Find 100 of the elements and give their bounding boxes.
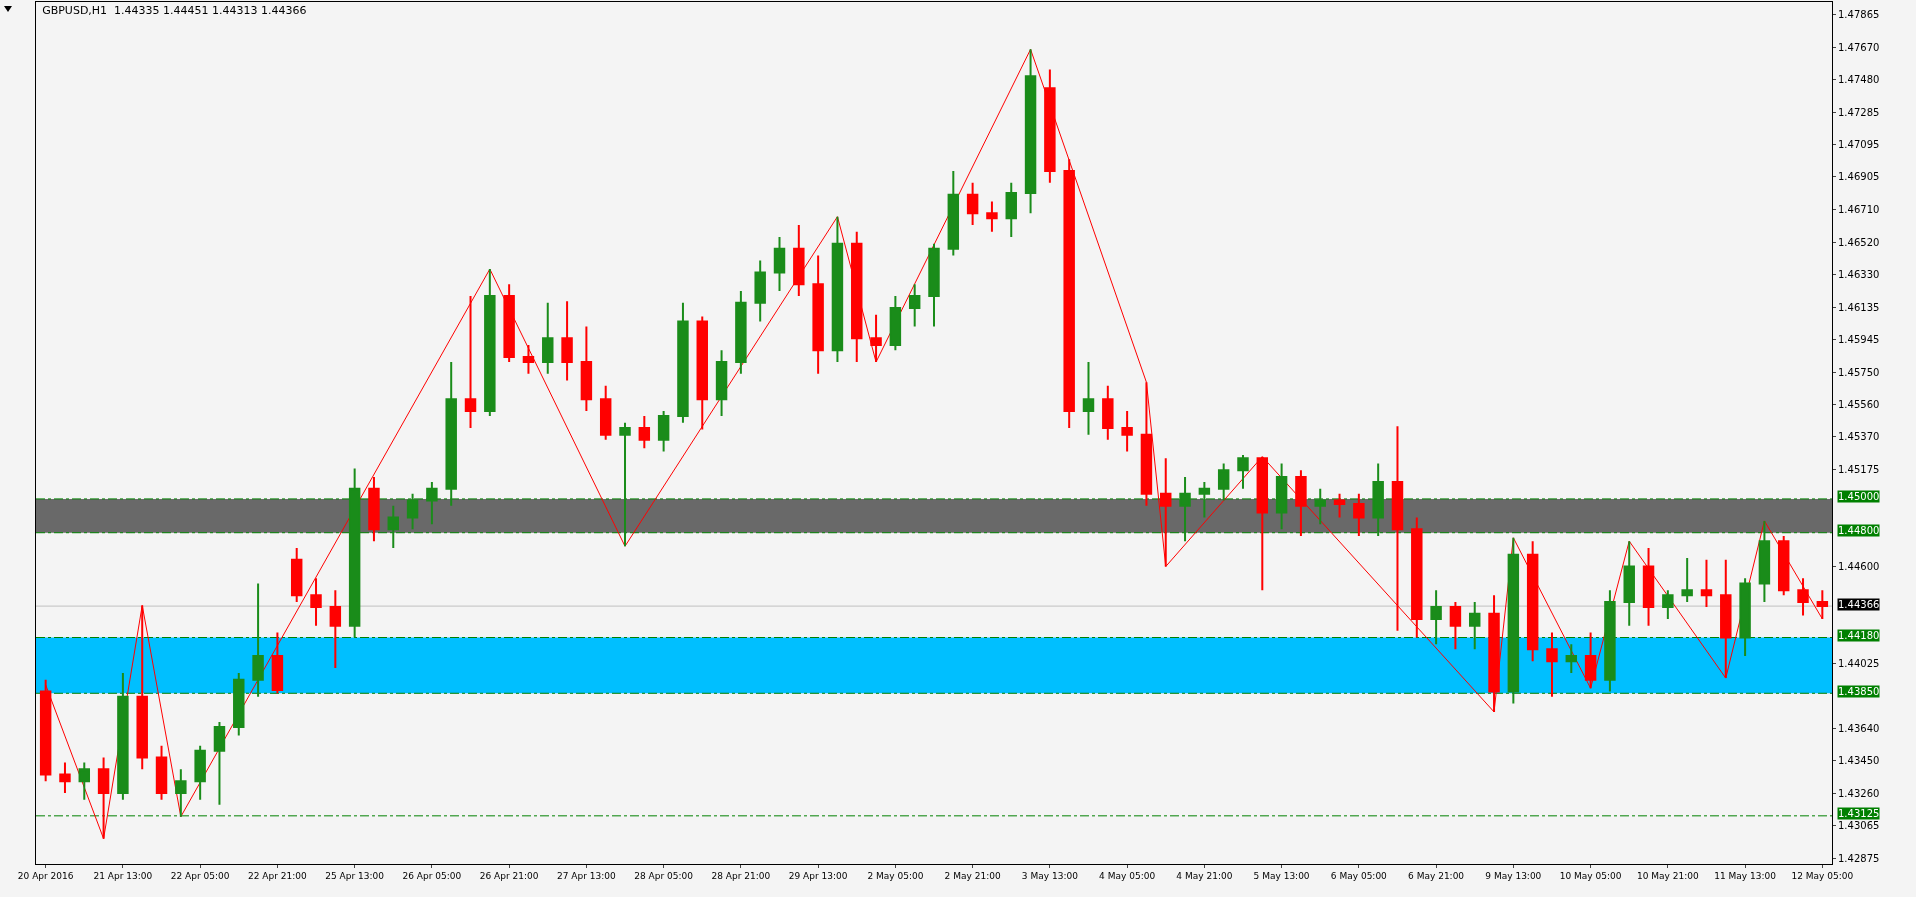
candlestick	[117, 672, 129, 801]
candlestick	[773, 235, 786, 293]
candlestick	[1469, 601, 1481, 651]
candlestick	[59, 761, 71, 795]
candlestick	[1411, 516, 1423, 639]
x-tick-label: 10 May 05:00	[1559, 870, 1622, 881]
candlestick	[715, 349, 728, 418]
candlestick	[870, 313, 882, 364]
candlestick	[1739, 577, 1751, 658]
x-tick-label: 25 Apr 13:00	[325, 870, 385, 881]
candlestick	[1546, 631, 1558, 698]
candlestick	[638, 415, 651, 450]
candlestick	[1488, 594, 1500, 713]
x-tick-label: 22 Apr 21:00	[248, 870, 308, 881]
x-tick-label: 28 Apr 21:00	[711, 870, 771, 881]
y-tick-label: 1.43640	[1838, 723, 1880, 735]
x-tick-label: 10 May 21:00	[1636, 870, 1699, 881]
candlestick	[1642, 546, 1655, 627]
candlestick	[1082, 361, 1095, 436]
candlestick	[696, 315, 708, 431]
candlestick	[1140, 381, 1153, 507]
candlestick	[1700, 558, 1713, 609]
candlestick	[1024, 48, 1037, 215]
x-tick-label: 6 May 21:00	[1408, 870, 1465, 881]
candlestick	[1005, 181, 1017, 238]
candlestick	[1449, 601, 1462, 651]
y-tick-label: 1.43450	[1838, 755, 1880, 767]
candlestick	[986, 200, 998, 233]
chart-title: GBPUSD,H1 1.44335 1.44451 1.44313 1.44366	[42, 3, 307, 17]
candlestick	[1179, 475, 1191, 543]
x-tick-label: 4 May 21:00	[1176, 870, 1233, 881]
ref-line-label: 1.43125	[1838, 808, 1880, 819]
candlestick	[1391, 425, 1404, 632]
y-tick-label: 1.45175	[1838, 463, 1880, 475]
y-tick-label: 1.47285	[1838, 107, 1880, 119]
x-tick-label: 6 May 05:00	[1330, 870, 1388, 881]
candlestick	[484, 268, 496, 418]
y-tick-label: 1.45370	[1838, 430, 1880, 442]
candlestick	[1565, 643, 1578, 675]
x-tick-label: 29 Apr 13:00	[788, 870, 848, 881]
x-tick-label: 11 May 13:00	[1714, 870, 1777, 881]
y-tick-label: 1.43260	[1838, 787, 1880, 799]
ref-line-label: 1.43850	[1838, 686, 1880, 697]
candlestick	[78, 761, 91, 801]
candlestick	[1256, 455, 1269, 592]
ref-line-label: 1.44800	[1838, 525, 1880, 536]
y-tick-label: 1.46330	[1838, 268, 1880, 280]
candlestick	[1353, 492, 1365, 538]
candlestick	[252, 582, 264, 698]
ref-line-label: 1.45000	[1838, 491, 1880, 502]
ref-line-label: 1.44180	[1838, 630, 1880, 641]
candlestick	[1623, 540, 1635, 627]
candlestick	[831, 215, 844, 364]
y-tick-label: 1.46905	[1838, 171, 1880, 183]
y-tick-label: 1.46135	[1838, 301, 1880, 313]
candlestick	[233, 672, 245, 737]
candlestick	[1372, 462, 1384, 538]
candlestick	[735, 290, 747, 375]
candlestick	[1160, 457, 1172, 568]
candlestick	[406, 492, 419, 531]
y-tick-label: 1.47480	[1838, 74, 1880, 86]
x-tick-label: 5 May 13:00	[1253, 870, 1310, 881]
candlestick	[1526, 540, 1539, 663]
candlestick	[619, 421, 631, 548]
candlestick	[812, 254, 824, 375]
candlestick	[677, 301, 689, 424]
candlestick	[1102, 384, 1114, 441]
x-tick-label: 2 May 05:00	[867, 870, 924, 881]
candlestick	[175, 768, 187, 818]
candlestick	[310, 577, 322, 627]
y-tick-label: 1.46710	[1838, 204, 1880, 216]
candlestick	[1217, 462, 1230, 502]
candlestick	[1314, 487, 1326, 526]
candlestick	[1758, 519, 1771, 604]
y-tick-label: 1.44025	[1838, 658, 1880, 670]
candlestick	[599, 384, 612, 441]
candlestick	[561, 300, 573, 382]
y-tick-label: 1.47865	[1838, 9, 1880, 21]
x-tick-label: 22 Apr 05:00	[170, 870, 230, 881]
candlestick	[1797, 577, 1809, 617]
candlestick	[1333, 492, 1346, 519]
candlestick	[445, 361, 457, 507]
candlestick	[1275, 462, 1288, 531]
candlestick	[1044, 68, 1056, 184]
y-tick-label: 1.44600	[1838, 561, 1880, 573]
candlestick	[522, 344, 535, 375]
y-tick-label: 1.45560	[1838, 398, 1880, 410]
x-tick-label: 2 May 21:00	[944, 870, 1001, 881]
candlestick	[542, 301, 554, 375]
y-tick-label: 1.47670	[1838, 42, 1880, 54]
x-tick-label: 28 Apr 05:00	[634, 870, 694, 881]
candlestick	[1507, 536, 1520, 705]
candlestick	[1430, 589, 1442, 646]
candlestick	[464, 295, 477, 429]
x-tick-label: 9 May 13:00	[1485, 870, 1542, 881]
candlestick	[136, 604, 148, 771]
y-tick-label: 1.45750	[1838, 366, 1880, 378]
candlestick	[329, 589, 342, 669]
x-tick-label: 21 Apr 13:00	[93, 870, 153, 881]
candlestick	[947, 170, 960, 257]
